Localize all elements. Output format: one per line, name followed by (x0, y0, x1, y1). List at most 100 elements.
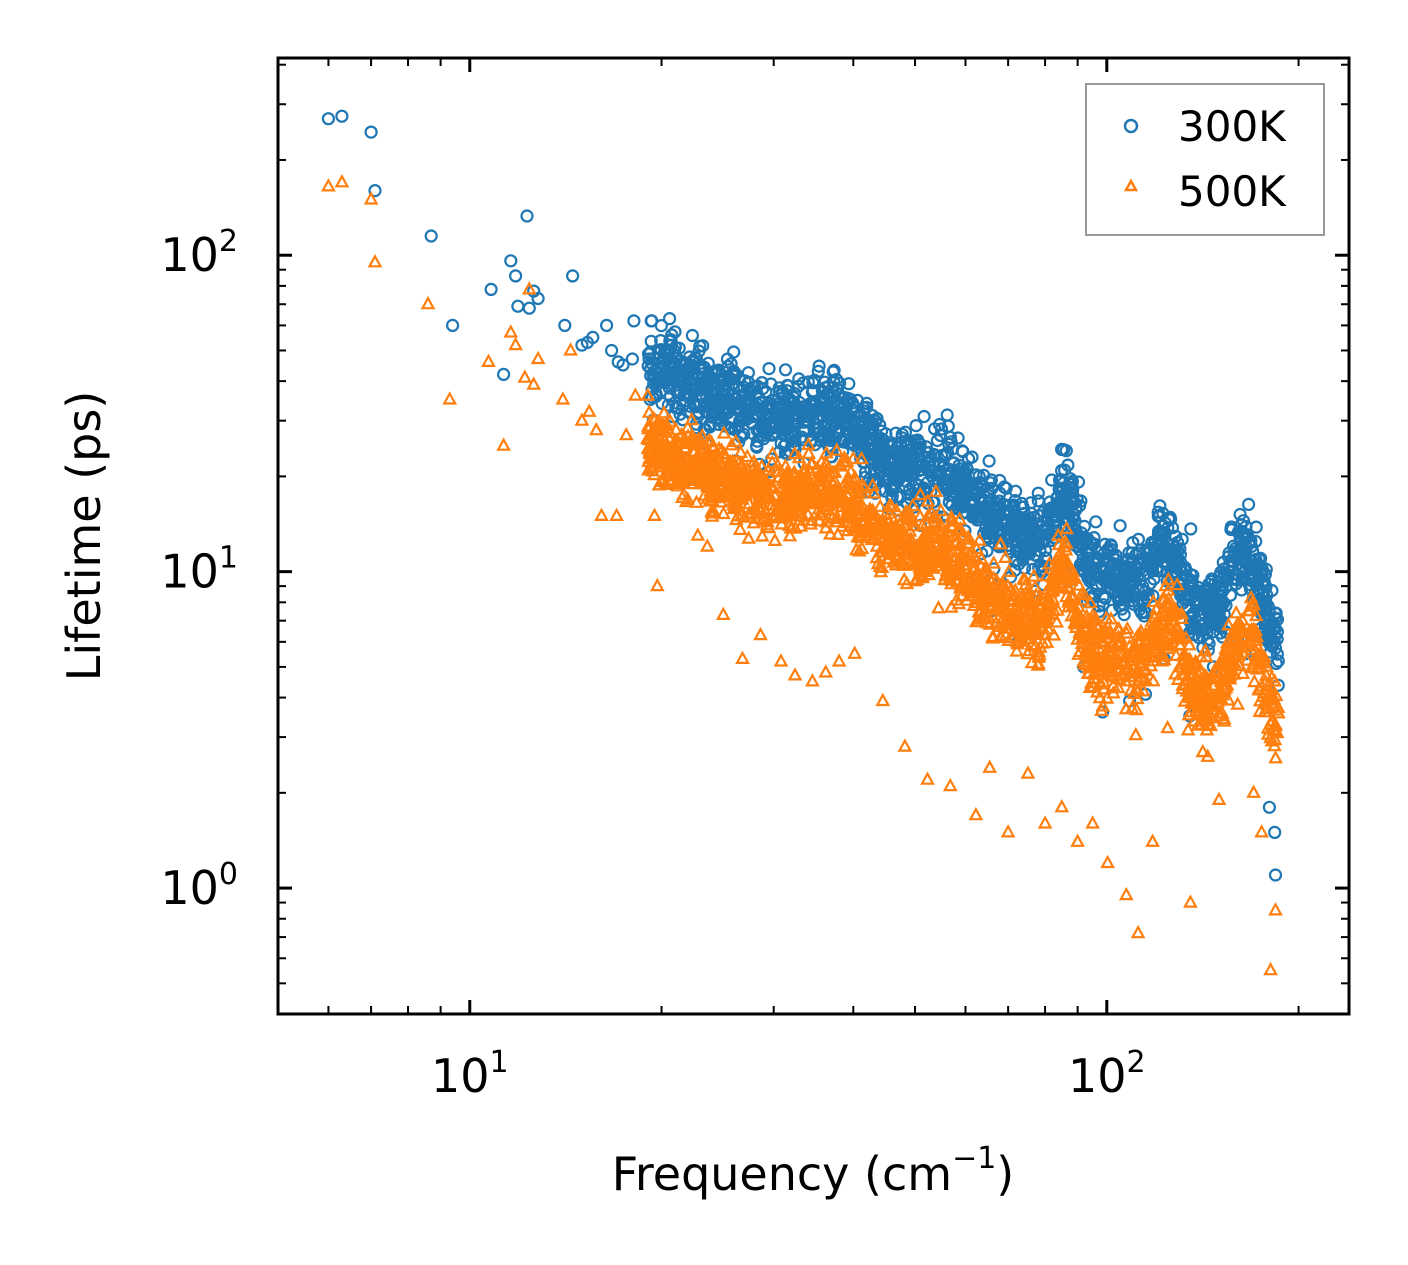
data-point (640, 387, 656, 401)
data-point (1222, 558, 1236, 572)
data-point (1249, 645, 1265, 660)
data-point (1050, 602, 1065, 616)
data-point (1156, 591, 1172, 606)
data-point (818, 664, 834, 678)
data-point (888, 502, 904, 516)
data-point (970, 613, 986, 627)
data-point (871, 435, 885, 449)
data-point (321, 178, 336, 192)
data-point (951, 431, 965, 445)
data-point (949, 592, 964, 606)
data-point (693, 339, 707, 353)
data-point (836, 450, 852, 464)
data-point (1244, 539, 1259, 554)
data-point (1128, 590, 1142, 604)
data-point (917, 409, 931, 424)
data-point (1127, 597, 1141, 611)
data-point (1185, 622, 1199, 636)
data-point (742, 505, 757, 519)
data-point (1031, 494, 1045, 508)
data-point (780, 479, 796, 494)
data-point (962, 572, 978, 586)
data-point (520, 209, 534, 223)
data-point (1080, 561, 1095, 575)
data-point (928, 525, 943, 540)
data-point (1268, 825, 1282, 840)
data-point (1213, 626, 1227, 640)
data-point (966, 505, 980, 520)
data-point (938, 449, 952, 463)
data-point (819, 404, 833, 418)
data-point (1095, 648, 1110, 663)
data-point (839, 514, 855, 529)
data-point (866, 485, 882, 499)
data-point (558, 318, 572, 332)
y-axis-ticks: 100 101 102 (160, 63, 1349, 1015)
data-point (1160, 719, 1175, 734)
y-tick-label: 102 (160, 224, 238, 282)
data-point (795, 508, 811, 522)
data-point (772, 381, 786, 395)
data-point (1219, 654, 1235, 669)
data-point (1155, 543, 1169, 557)
data-point (711, 440, 727, 455)
data-point (693, 389, 707, 403)
data-point (892, 543, 907, 557)
data-point (749, 495, 765, 509)
data-point (1176, 667, 1192, 681)
data-point (1271, 705, 1286, 719)
data-point (789, 502, 805, 516)
data-point (995, 587, 1011, 601)
data-point (748, 505, 764, 520)
data-point (1001, 563, 1017, 578)
data-point (767, 532, 783, 547)
data-point (1074, 494, 1088, 508)
data-point (928, 483, 944, 497)
data-point (977, 526, 991, 541)
data-point (1241, 497, 1256, 511)
data-point (1166, 613, 1181, 627)
data-point (609, 507, 624, 522)
data-point (765, 428, 779, 442)
data-point (1201, 600, 1215, 614)
data-point (938, 538, 953, 552)
data-point (1204, 696, 1220, 710)
data-point (727, 484, 742, 498)
data-point (503, 324, 519, 338)
data-point (813, 429, 827, 443)
data-point (658, 475, 674, 489)
data-point (1244, 641, 1260, 656)
data-point (778, 363, 793, 377)
x-tick-label: 101 (431, 1045, 509, 1103)
data-point (993, 536, 1008, 550)
data-point (760, 491, 776, 505)
data-point (1020, 645, 1035, 660)
data-point (746, 426, 760, 440)
data-point (836, 406, 851, 421)
data-point (854, 502, 870, 516)
data-point (1046, 627, 1062, 641)
data-point (771, 463, 786, 478)
data-point (1095, 698, 1111, 712)
data-point (782, 528, 798, 542)
data-point (967, 559, 983, 573)
data-point (1259, 695, 1275, 710)
data-point (648, 369, 662, 383)
data-point (777, 423, 792, 437)
data-point (875, 459, 890, 474)
data-point (791, 449, 807, 464)
data-point (668, 421, 684, 436)
data-point (1151, 524, 1166, 538)
data-point (982, 759, 998, 773)
data-point (1065, 590, 1080, 604)
data-point (1168, 647, 1184, 662)
data-point (794, 471, 810, 485)
data-point (782, 500, 797, 515)
data-point (1003, 570, 1018, 584)
data-point (1170, 558, 1185, 572)
data-point (1145, 593, 1161, 608)
data-point (1268, 611, 1283, 625)
data-point (921, 566, 937, 581)
data-point (979, 593, 995, 607)
data-point (1066, 492, 1080, 506)
